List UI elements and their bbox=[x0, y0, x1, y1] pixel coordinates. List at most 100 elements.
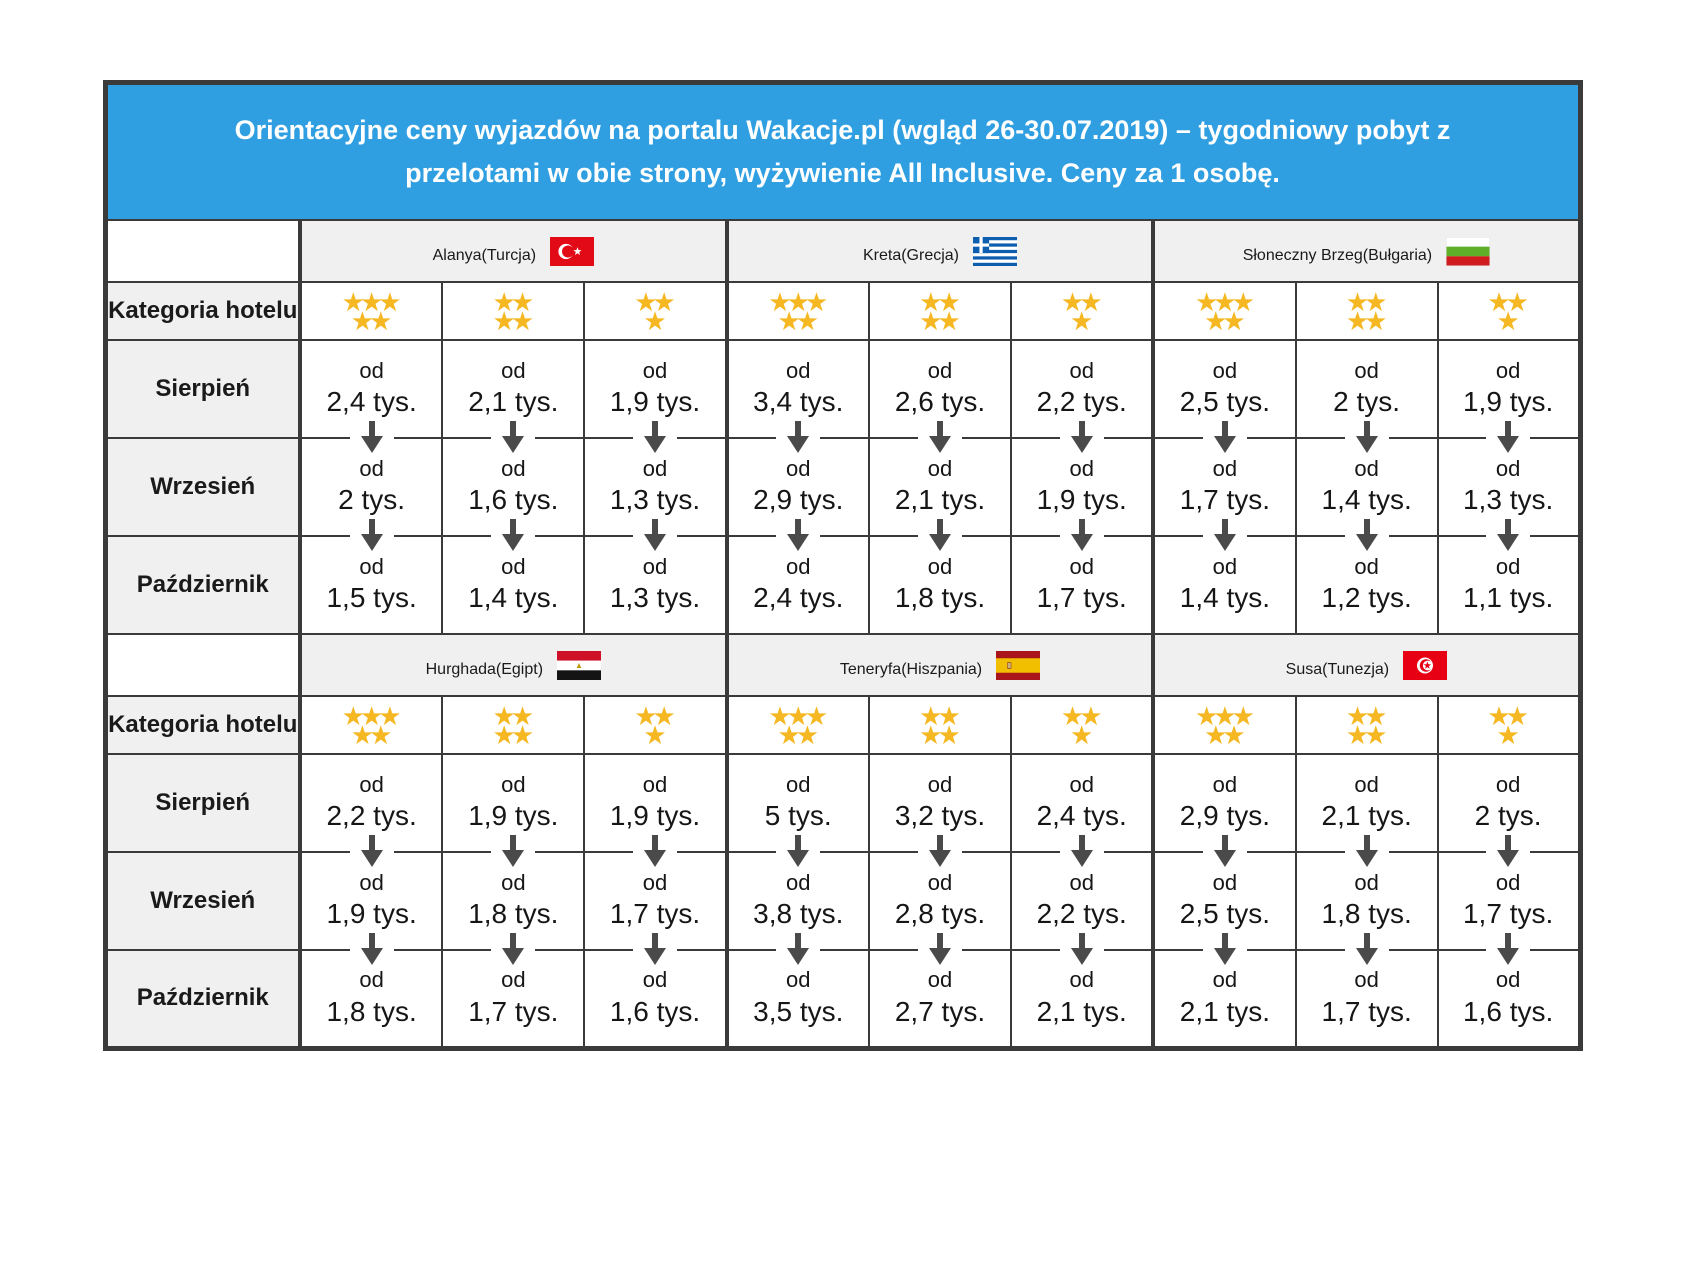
price-prefix: od bbox=[642, 967, 668, 993]
price-value: 1,3 tys. bbox=[609, 484, 701, 516]
star-icon-row: ★★ bbox=[1060, 700, 1103, 731]
down-arrow-icon bbox=[1486, 932, 1531, 966]
price-prefix: od bbox=[642, 358, 668, 384]
month-row: Sierpień od 2,2 tys. od 1,9 tys. od 1,9 tys. od… bbox=[104, 753, 1582, 853]
price-cell: od 1,6 tys. bbox=[583, 932, 728, 1049]
down-arrow-icon bbox=[1059, 420, 1104, 454]
down-arrow-icon bbox=[917, 932, 962, 966]
price-value: 3,2 tys. bbox=[894, 800, 986, 832]
price-prefix: od bbox=[1069, 967, 1094, 993]
star-rating-3: ★★ ★ bbox=[583, 695, 728, 755]
star-rating-3: ★★ ★ bbox=[1010, 695, 1155, 755]
star-rating-4: ★★ ★★ bbox=[441, 695, 586, 755]
price-value: 1,9 tys. bbox=[609, 800, 701, 832]
price-value: 2,2 tys. bbox=[1036, 898, 1127, 930]
star-rating-4: ★★ ★★ bbox=[441, 281, 586, 341]
price-prefix: od bbox=[927, 967, 953, 993]
down-arrow-icon bbox=[1202, 932, 1247, 966]
star-icon-row: ★★ bbox=[777, 306, 819, 336]
category-row: Kategoria hotelu ★★★ ★★ ★★ ★★ ★★ ★ ★★★ ★★ ★★ ★★ ★★ ★… bbox=[104, 695, 1582, 755]
flag-egypt-icon bbox=[557, 650, 602, 680]
price-prefix: od bbox=[359, 554, 384, 580]
down-arrow-icon bbox=[917, 518, 962, 552]
price-value: 1,7 tys. bbox=[609, 898, 701, 930]
star-icon-row: ★★ bbox=[919, 720, 961, 750]
month-label: Sierpień bbox=[104, 753, 301, 853]
price-value: 1,9 tys. bbox=[1036, 484, 1127, 516]
price-value: 2,5 tys. bbox=[1179, 898, 1271, 930]
down-arrow-icon bbox=[349, 834, 394, 868]
price-prefix: od bbox=[642, 870, 668, 896]
destination-header-row: Hurghada(Egipt) Teneryfa(Hiszpania) Susa(T… bbox=[104, 633, 1581, 697]
price-cell: od 1,8 tys. bbox=[867, 518, 1013, 635]
down-arrow-icon bbox=[917, 834, 962, 868]
star-icon-row: ★★ bbox=[1487, 286, 1529, 317]
price-value: 1,8 tys. bbox=[894, 582, 986, 614]
price-value: 2,4 tys. bbox=[326, 386, 417, 418]
price-prefix: od bbox=[359, 456, 384, 482]
price-value: 2,1 tys. bbox=[1321, 800, 1412, 832]
price-cell: od 1,2 tys. bbox=[1294, 518, 1439, 635]
star-icon-row: ★★ bbox=[919, 286, 961, 317]
down-arrow-icon bbox=[349, 420, 394, 454]
star-icon-row: ★★ bbox=[1487, 700, 1529, 731]
price-value: 5 tys. bbox=[764, 800, 832, 832]
down-arrow-icon bbox=[491, 834, 536, 868]
price-table: Orientacyjne ceny wyjazdów na portalu Wa… bbox=[102, 80, 1583, 1051]
price-prefix: od bbox=[1212, 870, 1238, 896]
star-icon-row: ★★★ bbox=[341, 286, 402, 317]
down-arrow-icon bbox=[1059, 932, 1104, 966]
down-arrow-icon bbox=[1486, 518, 1531, 552]
spacer-cell bbox=[104, 219, 301, 283]
price-prefix: od bbox=[786, 554, 811, 580]
price-prefix: od bbox=[501, 358, 526, 384]
star-rating-5: ★★★ ★★ bbox=[724, 695, 870, 755]
star-icon-row: ★★ bbox=[492, 286, 535, 317]
month-label: Październik bbox=[104, 535, 301, 635]
star-icon-row: ★★ bbox=[634, 700, 676, 731]
down-arrow-icon bbox=[1059, 518, 1104, 552]
down-arrow-icon bbox=[633, 834, 678, 868]
price-value: 2,9 tys. bbox=[1179, 800, 1271, 832]
star-icon-row: ★★★ bbox=[768, 286, 828, 317]
price-cell: od 1,5 tys. bbox=[297, 518, 444, 635]
flag-turkey-icon bbox=[550, 236, 595, 266]
price-value: 3,8 tys. bbox=[753, 898, 844, 930]
price-value: 3,4 tys. bbox=[753, 386, 844, 418]
price-prefix: od bbox=[501, 870, 526, 896]
price-value: 1,6 tys. bbox=[468, 484, 559, 516]
spacer-cell bbox=[104, 633, 301, 697]
star-rating-5: ★★★ ★★ bbox=[297, 281, 444, 341]
flag-tunisia-icon bbox=[1403, 650, 1448, 680]
price-value: 2 tys. bbox=[338, 484, 406, 516]
price-prefix: od bbox=[642, 772, 668, 798]
down-arrow-icon bbox=[1344, 420, 1389, 454]
price-value: 2,2 tys. bbox=[1036, 386, 1127, 418]
price-cell: od 2,4 tys. bbox=[1010, 753, 1155, 853]
star-rating-5: ★★★ ★★ bbox=[724, 281, 870, 341]
down-arrow-icon bbox=[1486, 834, 1531, 868]
star-icon-row: ★★ bbox=[492, 700, 535, 731]
star-icon-row: ★ bbox=[643, 720, 666, 750]
price-value: 2 tys. bbox=[1474, 800, 1542, 832]
price-prefix: od bbox=[359, 870, 384, 896]
price-prefix: od bbox=[1354, 554, 1379, 580]
price-prefix: od bbox=[1495, 358, 1521, 384]
star-icon-row: ★ bbox=[1496, 306, 1519, 336]
price-prefix: od bbox=[501, 772, 526, 798]
down-arrow-icon bbox=[1059, 834, 1104, 868]
star-icon-row: ★★ bbox=[1204, 720, 1246, 750]
price-cell: od 2,6 tys. bbox=[867, 339, 1013, 439]
price-prefix: od bbox=[786, 456, 811, 482]
price-value: 1,8 tys. bbox=[326, 995, 417, 1027]
destination-cell: Słoneczny Brzeg(Bułgaria) bbox=[1151, 219, 1581, 283]
star-icon-row: ★★ bbox=[1345, 700, 1388, 731]
price-prefix: od bbox=[1495, 967, 1521, 993]
price-prefix: od bbox=[1069, 358, 1094, 384]
price-cell: od 3,8 tys. bbox=[724, 834, 870, 951]
down-arrow-icon bbox=[1202, 518, 1247, 552]
star-rating-4: ★★ ★★ bbox=[867, 695, 1013, 755]
price-prefix: od bbox=[359, 967, 384, 993]
price-prefix: od bbox=[786, 870, 811, 896]
price-value: 1,4 tys. bbox=[1321, 484, 1412, 516]
